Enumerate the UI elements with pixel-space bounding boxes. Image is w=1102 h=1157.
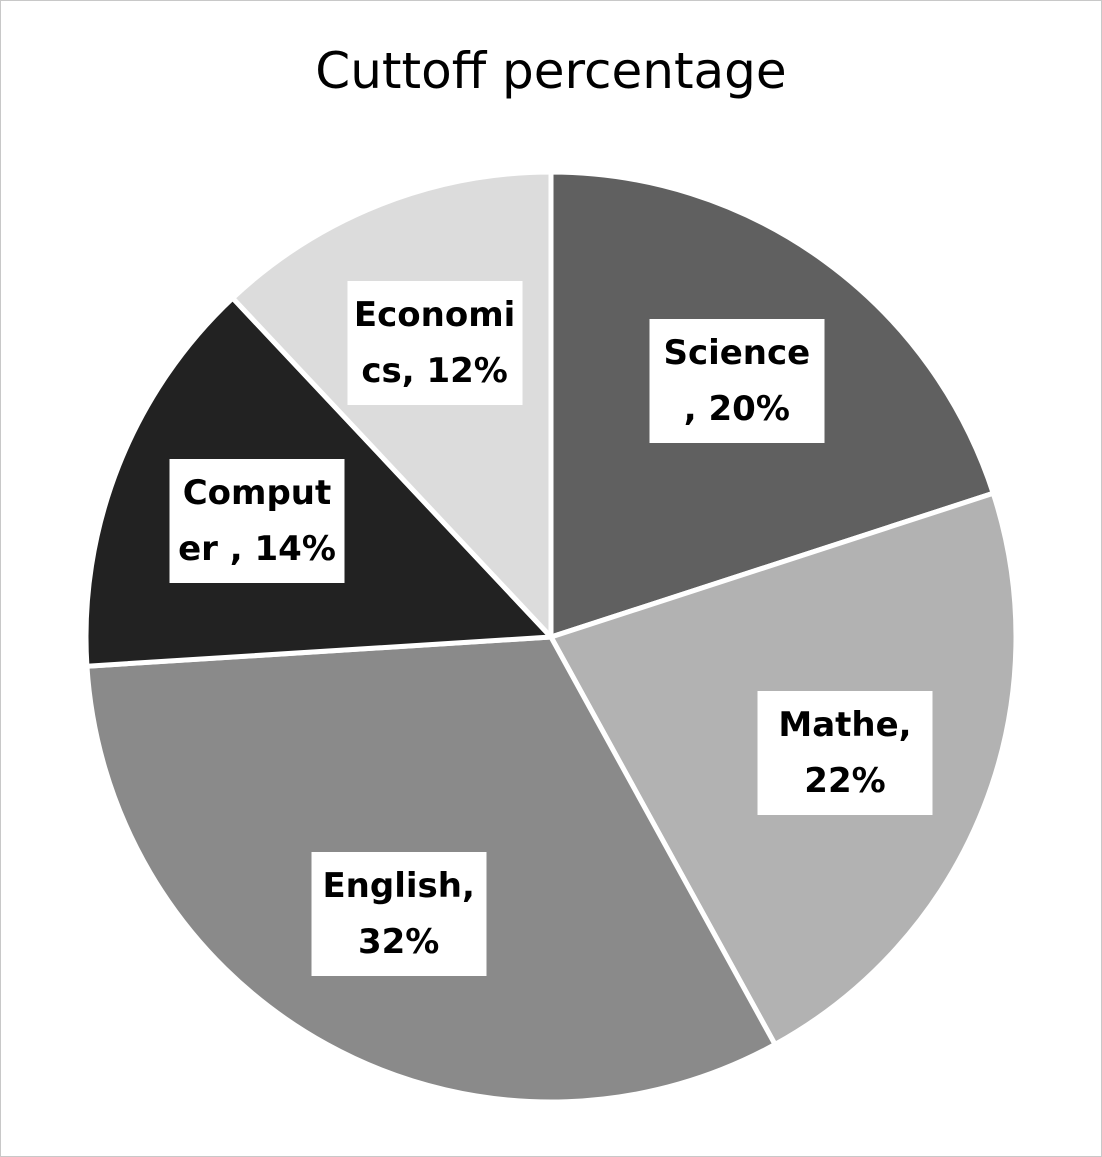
data-label: Mathe, 22% (757, 691, 933, 816)
chart-title: Cuttoff percentage (315, 42, 787, 100)
data-label: English, 32% (311, 852, 487, 977)
data-label: Computer , 14% (169, 458, 345, 583)
data-label: Economics, 12% (347, 281, 523, 405)
data-label: Science , 20% (649, 319, 825, 444)
